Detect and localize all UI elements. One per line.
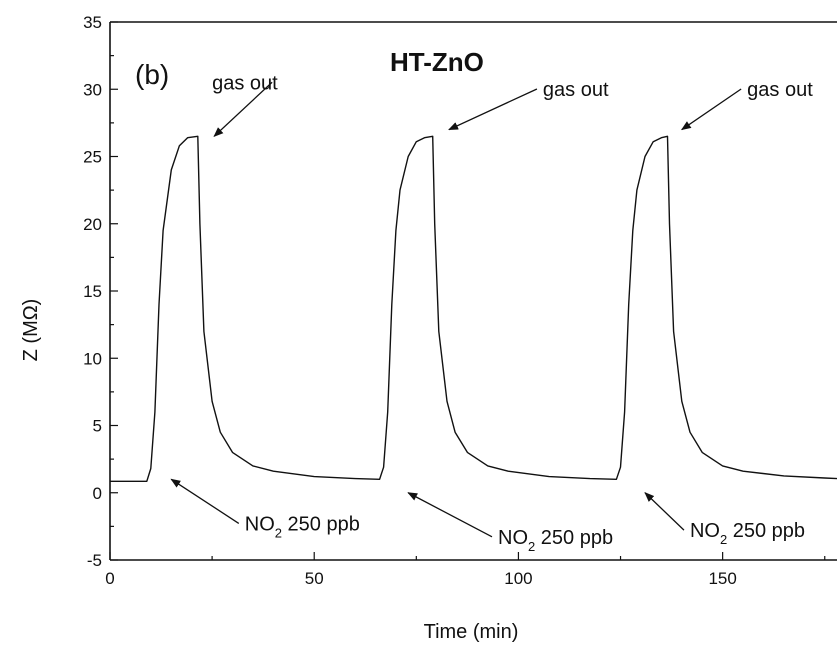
x-axis-label: Time (min) <box>424 621 519 643</box>
annotations: gas out gas out gas out NO2 250 ppb NO2 250 … <box>170 72 813 554</box>
y-tick-label: 5 <box>93 417 102 436</box>
annotation-text: gas out <box>212 72 278 94</box>
annotation-arrow <box>407 492 493 538</box>
annotation-arrow <box>448 88 538 131</box>
panel-label: (b) <box>135 59 169 90</box>
y-tick-label: 10 <box>83 349 102 368</box>
annotation-text: NO2 250 ppb <box>690 520 805 547</box>
y-tick-label: 15 <box>83 282 102 301</box>
chart-title: HT-ZnO <box>390 47 484 77</box>
annotation-arrow <box>644 492 685 531</box>
y-tick-label: -5 <box>87 551 102 570</box>
y-axis-label: Z (MΩ) <box>20 299 42 362</box>
x-tick-label: 0 <box>105 569 114 588</box>
x-tick-label: 50 <box>305 569 324 588</box>
annotation-text: NO2 250 ppb <box>498 527 613 554</box>
annotation-text: gas out <box>747 79 813 101</box>
y-tick-label: 30 <box>83 80 102 99</box>
annotation-text: NO2 250 ppb <box>245 513 360 540</box>
y-tick-label: 20 <box>83 215 102 234</box>
annotation-text: gas out <box>543 79 609 101</box>
annotation-arrow <box>680 88 742 131</box>
series-layer <box>110 135 837 482</box>
y-tick-label: 25 <box>83 148 102 167</box>
annotation-arrow <box>170 478 240 524</box>
annotation-arrow <box>213 81 273 138</box>
series-line <box>110 135 837 482</box>
x-tick-label: 100 <box>504 569 532 588</box>
y-tick-label: 35 <box>83 13 102 32</box>
x-tick-label: 150 <box>708 569 736 588</box>
y-tick-label: 0 <box>93 484 102 503</box>
